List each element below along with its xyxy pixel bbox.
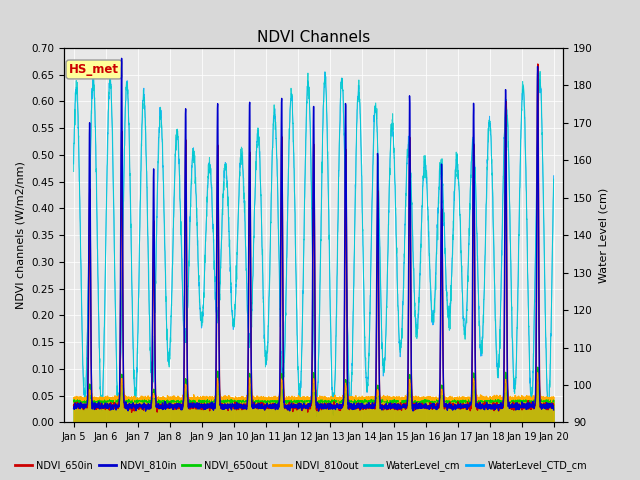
Text: HS_met: HS_met [69,63,119,76]
Legend: NDVI_650in, NDVI_810in, NDVI_650out, NDVI_810out, WaterLevel_cm, WaterLevel_CTD_: NDVI_650in, NDVI_810in, NDVI_650out, NDV… [11,456,591,475]
Y-axis label: NDVI channels (W/m2/nm): NDVI channels (W/m2/nm) [15,161,26,309]
Title: NDVI Channels: NDVI Channels [257,30,370,46]
Y-axis label: Water Level (cm): Water Level (cm) [598,188,608,283]
